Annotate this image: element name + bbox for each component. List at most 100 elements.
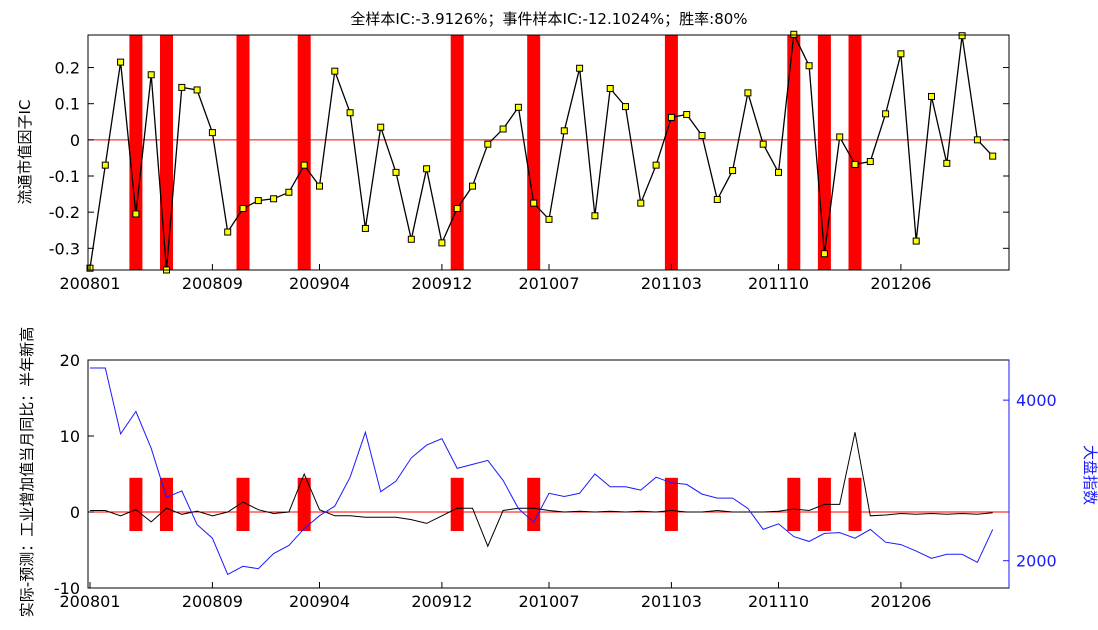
top-event-bar-2 [236,35,250,270]
top-y-tick-label-3: 0 [70,131,80,150]
bottom-event-bar-6 [664,477,678,531]
top-y-tick-label-5: 0.2 [55,59,80,78]
bottom-chart: -10 0 10 20 2000 4000 200801 200809 200904 2009… [18,327,1098,617]
bottom-y2-tick-label-0: 2000 [1016,552,1057,571]
top-point-2 [117,58,125,66]
top-point-40 [698,132,706,140]
top-event-bar-7 [787,35,801,270]
top-point-4 [147,71,155,79]
bottom-x-axis: 200801 200809 200904 200912 201007 201103 2011… [59,582,931,611]
bottom-x-tick-label-1: 200809 [182,592,243,611]
top-x-tick-label-3: 200912 [411,274,472,293]
top-point-49 [836,133,844,141]
top-x-tick-label-0: 200801 [59,274,120,293]
top-point-23 [438,239,446,247]
top-point-37 [652,161,660,169]
top-point-54 [912,237,920,245]
top-point-34 [606,85,614,93]
top-x-tick-label-6: 201110 [748,274,809,293]
top-point-26 [484,140,492,148]
top-point-21 [407,235,415,243]
top-chart: 全样本IC:-3.9126%；事件样本IC:-12.1024%；胜率:80% -… [16,10,1010,293]
bottom-event-bar-5 [527,477,541,531]
top-point-1 [101,161,109,169]
top-point-39 [683,111,691,119]
top-point-58 [973,136,981,144]
bottom-y-tick-label-3: 20 [60,351,80,370]
top-point-20 [392,168,400,176]
bottom-event-bars [129,477,862,531]
bottom-x-tick-label-7: 201206 [870,592,931,611]
top-point-17 [346,109,354,117]
bottom-y-axis-label: 实际-预测：工业增加值当月同比：半年新高 [18,327,36,617]
top-x-tick-label-5: 201103 [641,274,702,293]
bottom-y-tick-label-1: 0 [70,503,80,522]
top-event-bar-0 [129,35,143,270]
bottom-y2-axis-label: 大盘指数 [1081,445,1098,505]
bottom-plot-area [88,360,1009,588]
top-point-9 [224,228,232,236]
bottom-event-bar-4 [450,477,464,531]
bottom-y-tick-label-2: 10 [60,427,80,446]
top-point-7 [193,86,201,94]
bottom-y2-axis: 2000 4000 [1003,391,1057,571]
top-point-18 [361,224,369,232]
bottom-event-bar-0 [129,477,143,531]
bottom-series-line-left [90,432,993,548]
top-point-6 [178,83,186,91]
top-x-tick-label-1: 200809 [182,274,243,293]
top-point-19 [377,123,385,131]
top-event-bar-9 [848,35,862,270]
top-point-31 [560,127,568,135]
bottom-x-tick-label-5: 201103 [641,592,702,611]
top-point-43 [744,89,752,97]
bottom-y-tick-label-0: -10 [54,579,80,598]
top-point-35 [622,103,629,111]
top-point-36 [637,199,645,207]
top-point-55 [928,92,935,100]
top-event-bar-3 [297,35,311,270]
top-event-bar-6 [664,35,678,270]
top-point-33 [591,212,599,220]
top-x-tick-label-7: 201206 [870,274,931,293]
bottom-event-bar-2 [236,477,250,531]
top-event-bar-8 [817,35,831,270]
top-x-axis: 200801 200809 200904 200912 201007 201103 2011… [59,264,931,293]
bottom-series-line-right [90,367,994,576]
top-point-41 [713,196,721,203]
bottom-event-bar-9 [848,477,862,531]
bottom-event-bar-3 [297,477,311,531]
top-point-14 [300,161,308,169]
top-point-42 [729,167,737,175]
bottom-event-bar-7 [787,477,801,531]
top-y-tick-label-4: 0.1 [55,95,80,114]
top-point-46 [790,30,798,38]
bottom-x-tick-label-6: 201110 [748,592,809,611]
top-point-29 [530,199,538,207]
top-point-24 [453,205,461,213]
top-point-52 [882,110,890,118]
bottom-x-tick-label-3: 200912 [411,592,472,611]
top-point-13 [285,188,293,196]
top-point-11 [254,197,262,205]
top-point-28 [514,103,522,111]
top-x-tick-label-2: 200904 [289,274,350,293]
top-y-tick-label-2: -0.1 [49,167,80,186]
top-point-3 [132,210,140,218]
bottom-x-tick-label-4: 201007 [518,592,579,611]
top-point-22 [423,165,431,173]
top-point-48 [820,250,828,258]
top-point-45 [775,168,782,176]
top-point-30 [545,215,553,223]
top-series-line-0 [89,31,994,271]
bottom-x-tick-label-2: 200904 [289,592,350,611]
top-y-axis: -0.3 -0.2 -0.1 0 0.1 0.2 [49,59,1009,258]
top-point-59 [989,152,997,160]
top-point-12 [270,195,278,203]
top-point-47 [805,62,813,70]
top-point-8 [208,129,216,137]
top-point-53 [897,50,905,58]
bottom-x-tick-label-0: 200801 [59,592,120,611]
top-y-tick-label-0: -0.3 [49,239,80,258]
bottom-y2-tick-label-1: 4000 [1016,391,1057,410]
